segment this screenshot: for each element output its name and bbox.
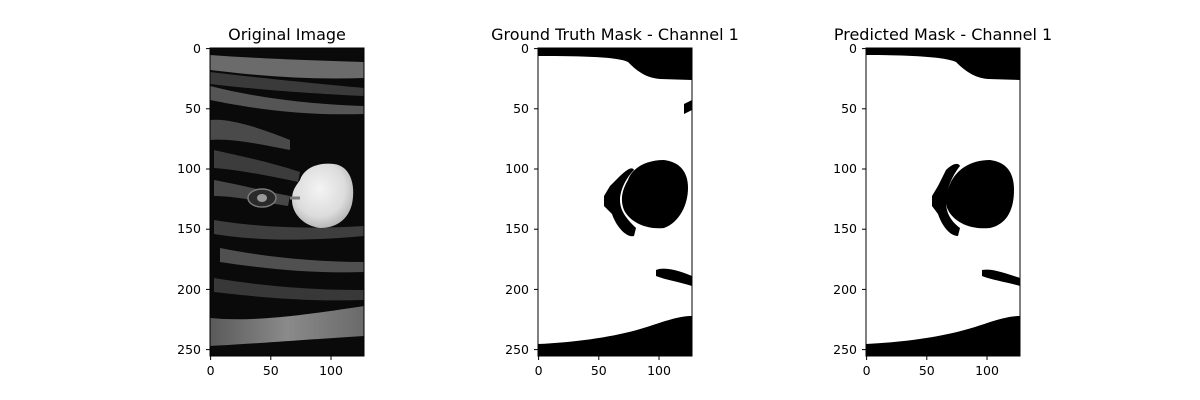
y-tick-label: 0 [849, 41, 857, 56]
y-tick-label: 250 [833, 342, 857, 357]
axes-frame [537, 47, 693, 357]
x-axis: 0 50 100 [535, 356, 671, 378]
y-tick-label: 0 [521, 41, 529, 56]
y-tick-label: 100 [833, 161, 857, 176]
ground-truth-mask [538, 48, 692, 356]
y-tick-label: 200 [833, 282, 857, 297]
y-axis: 0 50 100 150 200 250 [177, 41, 210, 357]
predicted-mask [866, 48, 1020, 356]
x-axis: 0 50 100 [863, 356, 999, 378]
y-tick-label: 200 [505, 282, 529, 297]
x-tick-label: 0 [863, 363, 871, 378]
mri-image [210, 48, 364, 356]
y-tick-label: 150 [505, 221, 529, 236]
y-tick-label: 50 [513, 101, 529, 116]
axes-frame [209, 47, 365, 357]
x-tick-label: 0 [535, 363, 543, 378]
y-axis: 0 50 100 150 200 250 [505, 41, 538, 357]
y-tick-label: 250 [505, 342, 529, 357]
x-tick-label: 100 [647, 363, 671, 378]
panel-predicted: Predicted Mask - Channel 1 0 50 100 150 … [833, 25, 1052, 378]
x-tick-label: 50 [263, 363, 279, 378]
x-axis: 0 50 100 [207, 356, 343, 378]
x-tick-label: 0 [207, 363, 215, 378]
y-tick-label: 150 [177, 221, 201, 236]
y-tick-label: 200 [177, 282, 201, 297]
x-tick-label: 50 [591, 363, 607, 378]
panel-title: Original Image [228, 25, 346, 44]
x-tick-label: 100 [319, 363, 343, 378]
panel-ground-truth: Ground Truth Mask - Channel 1 0 5 [491, 25, 739, 378]
y-tick-label: 250 [177, 342, 201, 357]
axes-frame [865, 47, 1021, 357]
y-tick-label: 100 [177, 161, 201, 176]
panel-title: Predicted Mask - Channel 1 [834, 25, 1052, 44]
y-tick-label: 50 [185, 101, 201, 116]
x-tick-label: 100 [975, 363, 999, 378]
y-tick-label: 0 [193, 41, 201, 56]
panel-original: Original Image [177, 25, 365, 378]
x-tick-label: 50 [919, 363, 935, 378]
y-axis: 0 50 100 150 200 250 [833, 41, 866, 357]
y-tick-label: 150 [833, 221, 857, 236]
y-tick-label: 50 [841, 101, 857, 116]
panel-title: Ground Truth Mask - Channel 1 [491, 25, 739, 44]
y-tick-label: 100 [505, 161, 529, 176]
